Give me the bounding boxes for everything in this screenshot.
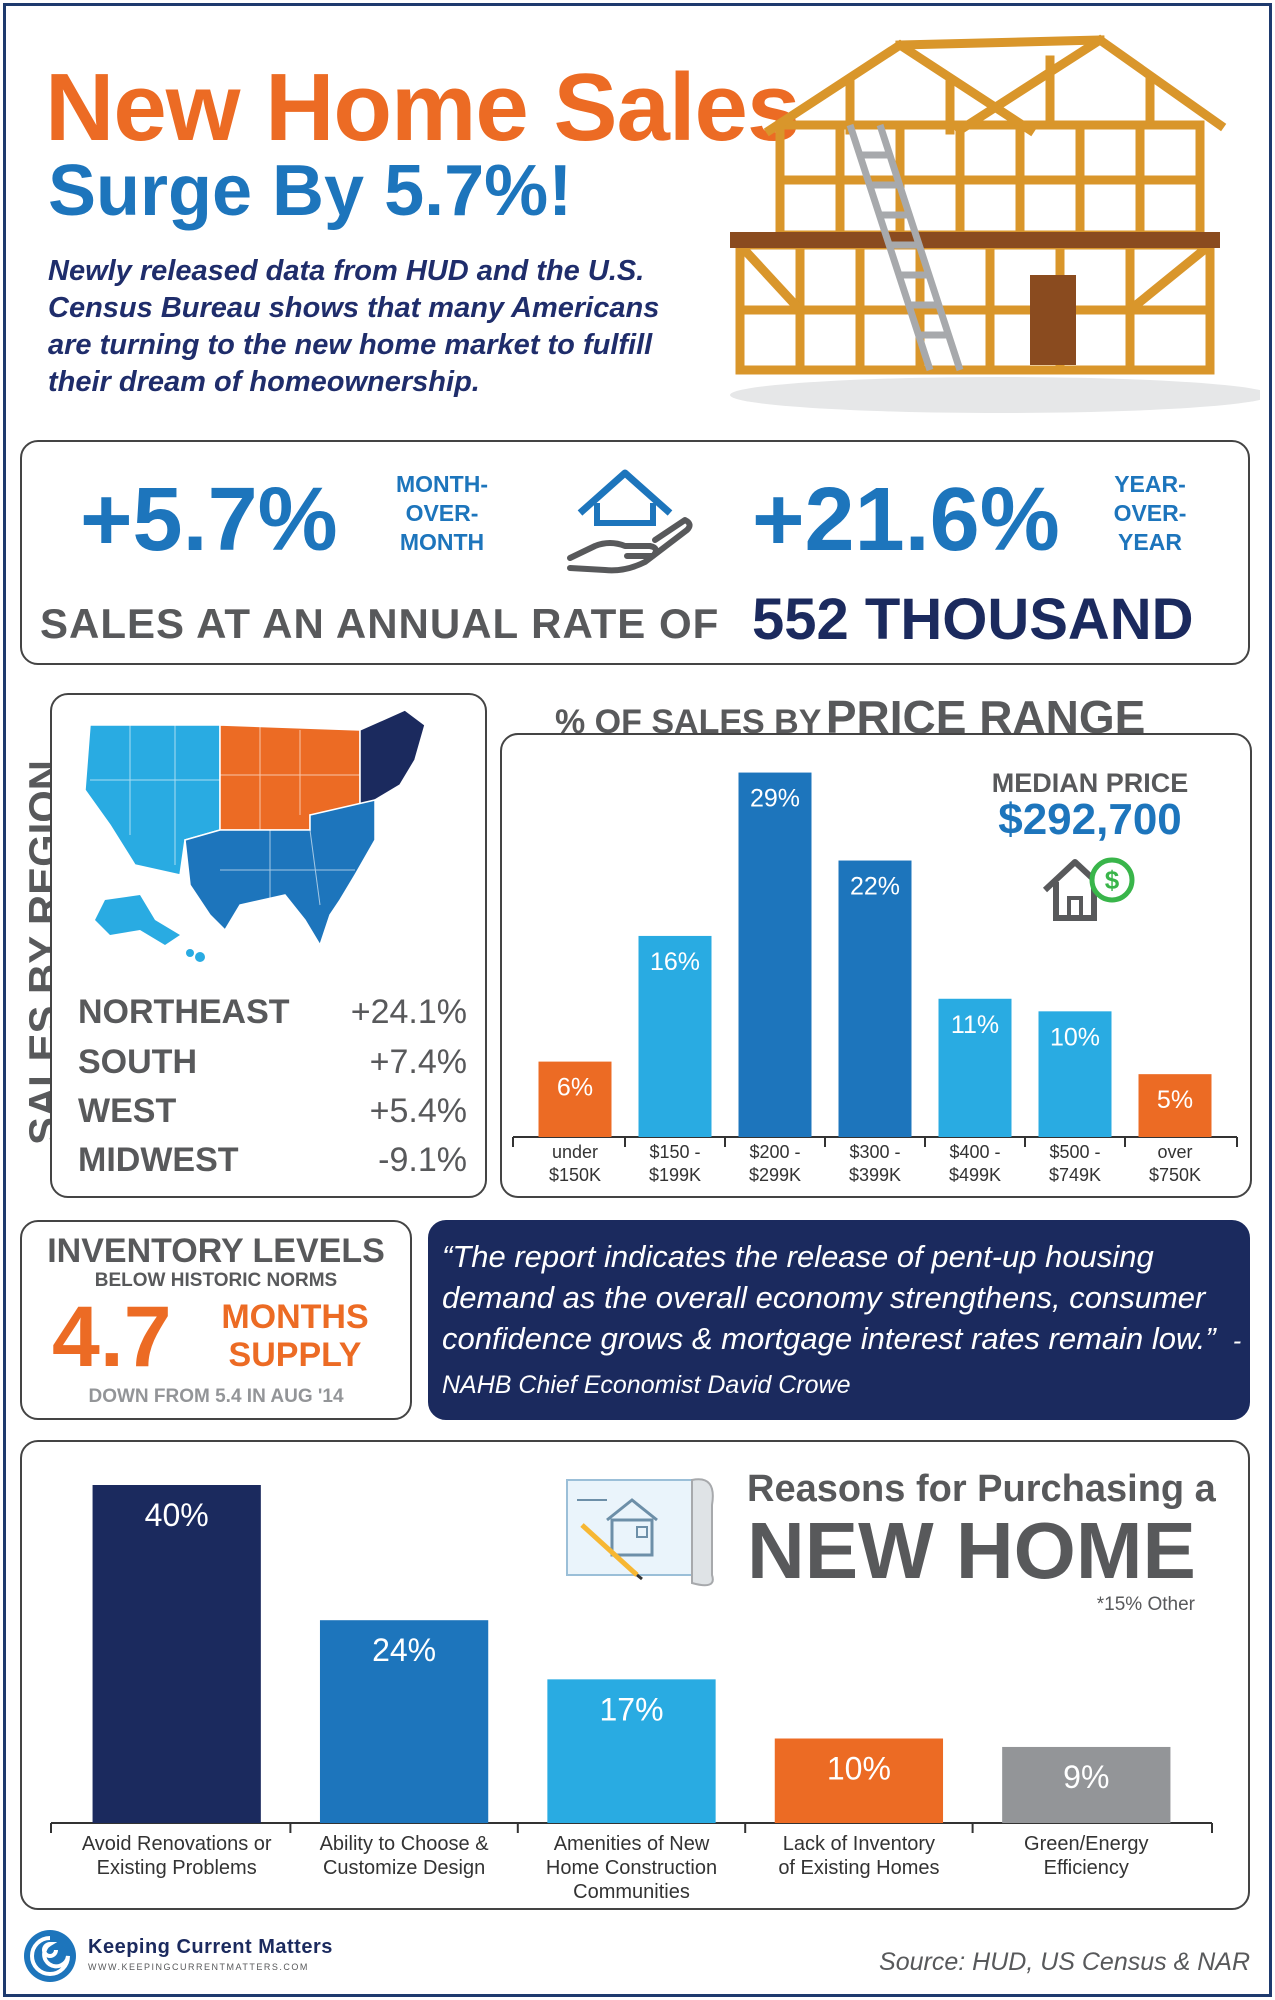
inventory-subtitle: BELOW HISTORIC NORMS <box>94 1270 338 1291</box>
region-value-midwest: -9.1% <box>378 1141 467 1179</box>
bar-value-label-1: 24% <box>372 1632 436 1668</box>
category-label-1: Ability to Choose & <box>320 1833 490 1855</box>
reasons-other-note: *15% Other <box>1096 1594 1195 1615</box>
quote-body: “The report indicates the release of pen… <box>442 1239 1216 1356</box>
category-label-0: Avoid Renovations or <box>82 1833 272 1855</box>
infographic-frame <box>3 3 1272 1997</box>
month-over-month-value: +5.7% <box>80 470 338 570</box>
bar-value-label-4: 9% <box>1063 1759 1109 1795</box>
category-label-1: $150 - <box>649 1142 700 1162</box>
category-label-0: $150K <box>549 1165 601 1185</box>
annual-rate-value: 552 THOUSAND <box>752 587 1194 652</box>
bar-0 <box>538 1061 612 1137</box>
quote-panel <box>428 1220 1250 1420</box>
category-label-4: Green/Energy <box>1024 1833 1149 1855</box>
category-label-5: $500 - <box>1049 1142 1100 1162</box>
region-value-west: +5.4% <box>369 1092 467 1130</box>
house-in-hand-icon <box>567 469 693 574</box>
inventory-footnote: DOWN FROM 5.4 IN AUG '14 <box>88 1386 344 1407</box>
year-over-year-value: +21.6% <box>752 470 1060 570</box>
category-label-5: $749K <box>1049 1165 1101 1185</box>
month-over-month-label: MONTH- OVER- MONTH <box>396 471 488 555</box>
price-range-chart: 6% under $150K 16% $150 - $199K 29% $200 - $299K… <box>512 772 1238 1185</box>
bar-0 <box>92 1485 261 1823</box>
house-dollar-icon: $ <box>1042 857 1135 921</box>
intro-paragraph: Newly released data from HUD and the U.S… <box>48 255 660 398</box>
logo-name: Keeping Current Matters <box>88 1936 333 1958</box>
bar-value-label-3: 10% <box>827 1751 891 1787</box>
main-title: New Home Sales <box>45 54 800 161</box>
bar-1 <box>638 935 712 1137</box>
category-label-1: Customize Design <box>323 1857 485 1879</box>
category-label-3: of Existing Homes <box>778 1857 939 1879</box>
bar-value-label-4: 11% <box>951 1011 999 1039</box>
median-price-value: $292,700 <box>998 795 1182 844</box>
category-label-4: $400 - <box>949 1142 1000 1162</box>
reasons-title-line2: NEW HOME <box>747 1506 1196 1595</box>
bar-value-label-0: 40% <box>145 1497 209 1533</box>
bar-value-label-2: 17% <box>599 1691 663 1727</box>
bar-1 <box>319 1620 489 1823</box>
category-label-2: Communities <box>573 1881 690 1903</box>
kcm-logo-icon <box>24 1930 76 1982</box>
region-value-northeast: +24.1% <box>350 993 467 1031</box>
category-label-0: Existing Problems <box>97 1857 257 1879</box>
inventory-panel <box>20 1220 412 1420</box>
region-name-midwest: MIDWEST <box>78 1141 239 1179</box>
category-label-4: $499K <box>949 1165 1001 1185</box>
region-name-northeast: NORTHEAST <box>78 993 290 1031</box>
bar-6 <box>1138 1074 1212 1137</box>
category-label-3: $399K <box>849 1165 901 1185</box>
blueprint-icon <box>566 1478 714 1587</box>
bar-3 <box>774 1738 944 1823</box>
reasons-title-line1: Reasons for Purchasing a <box>747 1468 1216 1510</box>
main-subtitle: Surge By 5.7%! <box>48 151 573 231</box>
category-label-3: $300 - <box>849 1142 900 1162</box>
category-label-1: $199K <box>649 1165 701 1185</box>
bar-value-label-6: 5% <box>1157 1086 1193 1114</box>
category-label-2: $299K <box>749 1165 801 1185</box>
median-price-label: MEDIAN PRICE <box>991 768 1189 798</box>
bar-value-label-5: 10% <box>1050 1023 1100 1051</box>
logo-url: WWW.KEEPINGCURRENTMATTERS.COM <box>88 1962 309 1972</box>
bar-value-label-1: 16% <box>650 948 700 976</box>
bar-value-label-2: 29% <box>750 785 800 813</box>
bar-4 <box>1002 1746 1171 1823</box>
category-label-3: Lack of Inventory <box>783 1833 935 1855</box>
category-label-6: $750K <box>1149 1165 1201 1185</box>
region-value-south: +7.4% <box>369 1043 467 1081</box>
region-name-west: WEST <box>78 1092 177 1130</box>
house-frame-illustration <box>730 34 1260 413</box>
category-label-2: $200 - <box>749 1142 800 1162</box>
category-label-4: Efficiency <box>1044 1857 1129 1879</box>
bar-5 <box>1038 1011 1112 1137</box>
bar-4 <box>938 998 1012 1137</box>
us-region-map <box>84 709 426 962</box>
bar-2 <box>738 772 812 1137</box>
inventory-unit: MONTHS SUPPLY <box>221 1298 369 1374</box>
category-label-0: under <box>552 1142 598 1162</box>
region-name-south: SOUTH <box>78 1043 197 1081</box>
category-label-6: over <box>1157 1142 1192 1162</box>
category-label-2: Home Construction <box>546 1857 717 1879</box>
source-note: Source: HUD, US Census & NAR <box>879 1948 1250 1976</box>
category-label-2: Amenities of New <box>554 1833 710 1855</box>
year-over-year-label: YEAR- OVER- YEAR <box>1113 471 1187 555</box>
quote-attribution: - NAHB Chief Economist David Crowe <box>442 1327 1242 1399</box>
bar-2 <box>547 1679 716 1823</box>
inventory-months-value: 4.7 <box>52 1289 172 1385</box>
bar-3 <box>838 860 912 1137</box>
svg-text:$: $ <box>1105 865 1120 895</box>
inventory-title: INVENTORY LEVELS <box>47 1232 385 1270</box>
annual-rate-label: SALES AT AN ANNUAL RATE OF <box>40 600 720 647</box>
economist-quote: “The report indicates the release of pen… <box>442 1236 1242 1406</box>
bar-value-label-3: 22% <box>850 873 900 901</box>
bar-value-label-0: 6% <box>557 1074 593 1102</box>
